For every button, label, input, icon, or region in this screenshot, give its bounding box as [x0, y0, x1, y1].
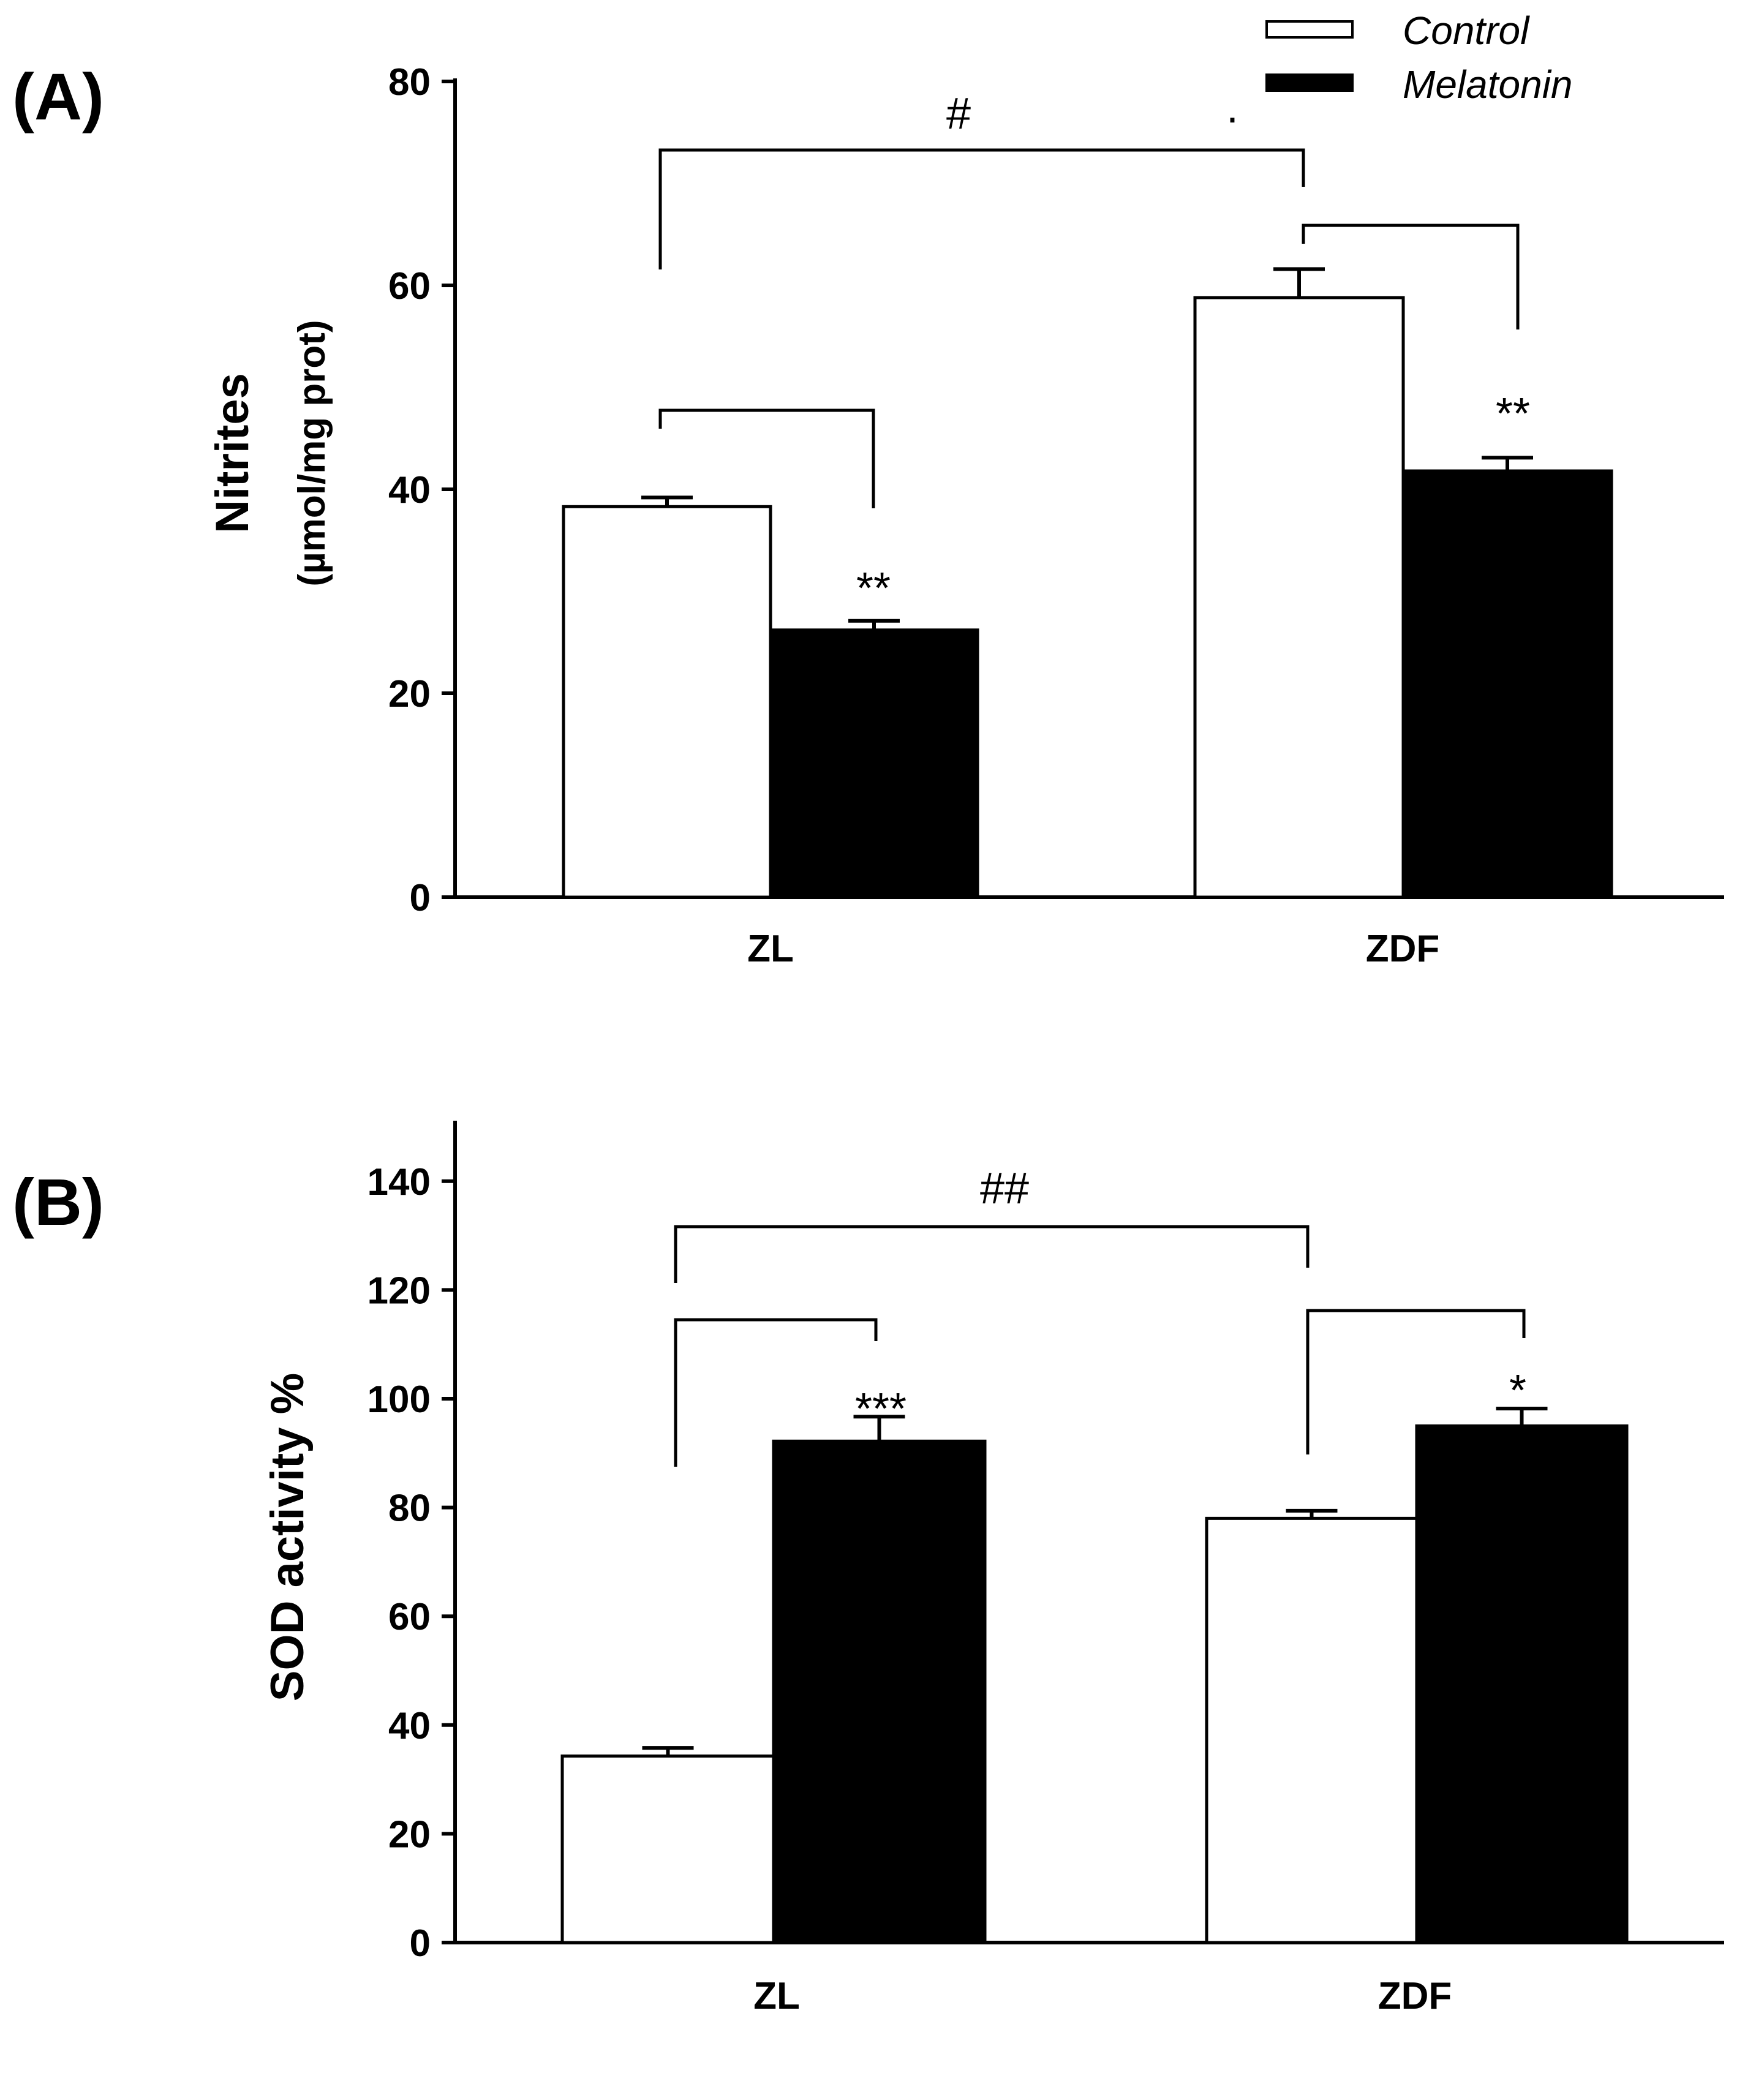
panel-a-sig-zl: **	[856, 564, 891, 613]
panel-b-error-bars	[642, 1406, 1548, 1756]
panel-b-xtick-zl: ZL	[753, 1975, 800, 2017]
panel-a-bar-zdf-melatonin	[1401, 469, 1613, 899]
panel-a-bracket-zl	[658, 408, 875, 508]
panel-a-bars	[562, 296, 1613, 899]
panel-a-ytick-label: 20	[388, 673, 431, 715]
panel-b-xtick-zdf: ZDF	[1378, 1975, 1452, 2017]
panel-a-ylabel: Nitrites	[206, 373, 258, 533]
panel-b-sod-chart: (B) SOD activity % 0 20 40 60 80 100 120 140 ZL…	[12, 1121, 1724, 2017]
panel-a-xtick-zdf: ZDF	[1366, 928, 1440, 970]
panel-b-label: (B)	[12, 1165, 104, 1239]
panel-a-bar-zdf-control	[1193, 296, 1405, 899]
panel-a-error-bars	[641, 267, 1533, 630]
panel-a-bracket-zdf	[1302, 224, 1520, 329]
panel-b-ytick-label: 0	[410, 1922, 431, 1965]
panel-b-bracket-between	[674, 1225, 1310, 1283]
legend-swatch-control	[1265, 20, 1354, 39]
panel-b-ytick-label: 40	[388, 1705, 431, 1747]
legend-label-melatonin: Melatonin	[1403, 62, 1573, 107]
panel-b-ytick-label: 80	[388, 1488, 431, 1530]
panel-b-sig-zl: ***	[855, 1385, 907, 1434]
legend-label-control: Control	[1403, 9, 1530, 53]
panel-b-sig-between: ##	[980, 1164, 1029, 1213]
panel-b-ytick-label: 120	[368, 1270, 431, 1312]
panel-a-ytick-label: 60	[388, 265, 431, 307]
panel-b-ytick-label: 100	[368, 1379, 431, 1421]
panel-a-ytick-label: 0	[410, 877, 431, 919]
panel-a-ytick-label: 80	[388, 61, 431, 103]
panel-a-sig-zdf: **	[1496, 389, 1530, 438]
panel-a-y-axis-units: (µmol/mg prot)	[291, 320, 333, 586]
panel-b-bars	[560, 1424, 1629, 1944]
legend-swatch-melatonin	[1265, 73, 1354, 92]
panel-b-y-axis-label: SOD activity %	[262, 1373, 314, 1701]
panel-a-nitrites-chart: (A) Nitrites (µmol/mg prot) 0 20 40 60 80 ZL…	[12, 59, 1724, 970]
panel-a-y-axis-label: Nitrites	[206, 373, 258, 533]
panel-a-sig-between: #	[946, 89, 971, 138]
panel-b-ylabel: SOD activity %	[262, 1373, 314, 1701]
panel-b-bar-zl-melatonin	[772, 1439, 987, 1944]
panel-b-sig-zdf: *	[1509, 1366, 1526, 1415]
panel-a-ytick-label: 40	[388, 469, 431, 511]
panel-a-stray-mark: .	[1226, 83, 1238, 132]
panel-a-bracket-between	[658, 148, 1305, 269]
panel-a-ylabel-units: (µmol/mg prot)	[291, 320, 333, 586]
panel-b-bar-zdf-control	[1205, 1516, 1419, 1944]
panel-b-ticks: 0 20 40 60 80 100 120 140	[368, 1161, 455, 1965]
panel-b-ytick-label: 140	[368, 1161, 431, 1203]
panel-b-bracket-zdf	[1306, 1309, 1526, 1454]
panel-b-bar-zdf-melatonin	[1415, 1424, 1629, 1944]
panel-b-bracket-zl	[674, 1318, 878, 1467]
panel-b-bar-zl-control	[560, 1754, 775, 1944]
panel-a-bar-zl-melatonin	[769, 628, 979, 899]
panel-a-bar-zl-control	[562, 505, 772, 899]
panel-a-ticks: 0 20 40 60 80	[388, 61, 455, 919]
panel-b-ytick-label: 60	[388, 1596, 431, 1638]
panel-a-label: (A)	[12, 59, 104, 134]
legend: Control Melatonin	[1265, 9, 1573, 107]
panel-a-xtick-zl: ZL	[747, 928, 794, 970]
panel-b-ytick-label: 20	[388, 1813, 431, 1856]
